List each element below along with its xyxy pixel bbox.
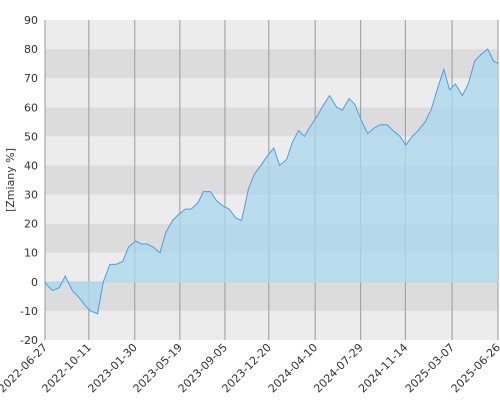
grid-band	[45, 78, 498, 108]
grid-band	[45, 49, 498, 79]
y-tick-label: 90	[24, 14, 38, 27]
grid-band	[45, 281, 498, 311]
y-tick-label: -10	[20, 305, 38, 318]
y-tick-label: 60	[24, 101, 38, 114]
grid-band	[45, 310, 498, 340]
y-tick-label: 50	[24, 130, 38, 143]
y-tick-label: 80	[24, 43, 38, 56]
y-tick-label: 20	[24, 218, 38, 231]
line	[44, 48, 499, 315]
grid-band	[45, 20, 498, 50]
y-tick-label: 0	[31, 276, 38, 289]
y-tick-label: -20	[20, 334, 38, 347]
y-axis-label: [Zmiany %]	[4, 148, 17, 212]
x-tick-label: 2025-06-26	[449, 341, 500, 395]
y-tick-label: 10	[24, 247, 38, 260]
y-tick-label: 30	[24, 189, 38, 202]
y-tick-label: 40	[24, 159, 38, 172]
area	[45, 49, 498, 314]
y-tick-label: 70	[24, 72, 38, 85]
